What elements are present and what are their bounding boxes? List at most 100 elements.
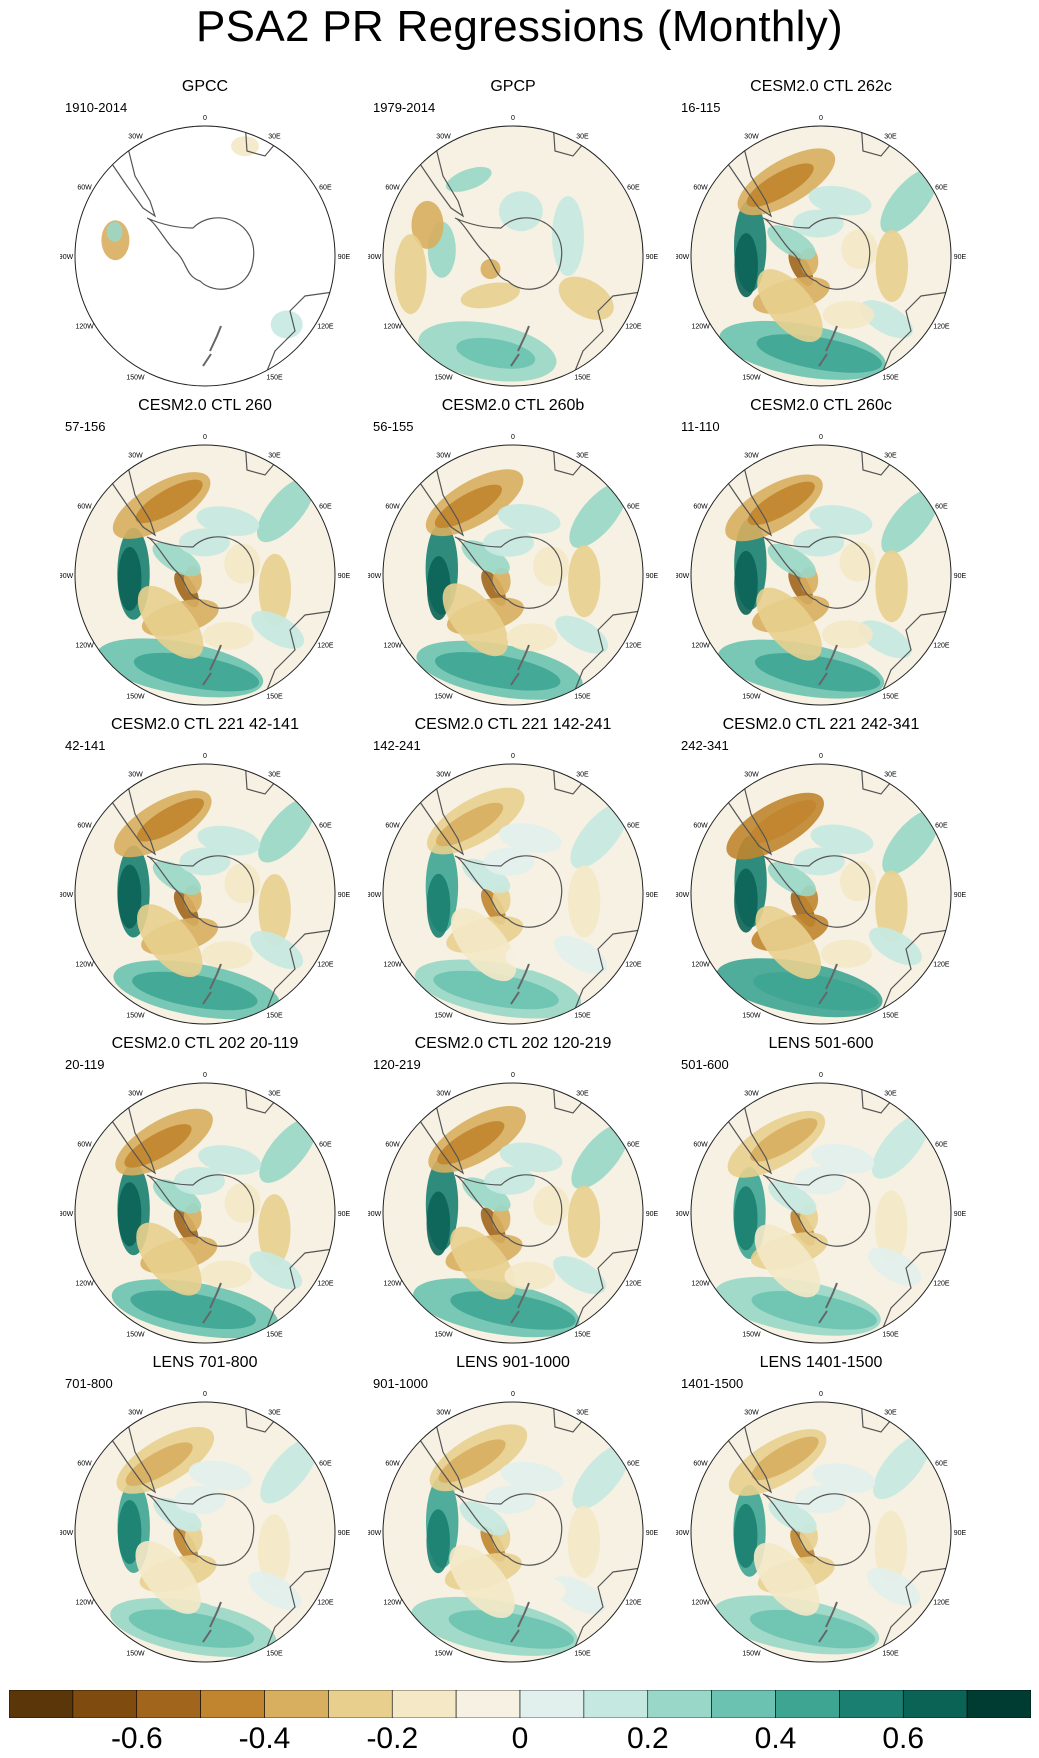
precip-anomaly: [459, 1501, 508, 1536]
longitude-label: 60E: [319, 504, 332, 511]
longitude-label: 90E: [646, 892, 658, 899]
precip-anomaly: [533, 1505, 570, 1546]
south-america-coastline: [710, 454, 773, 537]
longitude-label: 120E: [933, 324, 950, 331]
precip-anomaly: [750, 1118, 818, 1162]
longitude-label: 30E: [268, 453, 281, 460]
precip-anomaly: [793, 847, 845, 876]
polar-map: 030E60E90E120E150E180150W120W90W60W30W: [368, 434, 658, 706]
polar-map: 030E60E90E120E150E180150W120W90W60W30W: [60, 753, 350, 1025]
precip-anomaly: [768, 1499, 817, 1534]
longitude-label: 60W: [693, 504, 708, 511]
longitude-label: 150W: [126, 1012, 145, 1019]
precip-anomaly: [767, 225, 816, 260]
polar-map: 030E60E90E120E150E180150W120W90W60W30W: [368, 1391, 658, 1663]
panel-period: 501-600: [681, 1057, 729, 1072]
longitude-label: 90E: [954, 254, 966, 261]
new-zealand-coastline: [818, 325, 838, 367]
precip-anomaly: [533, 546, 569, 587]
longitude-label: 120E: [625, 962, 642, 969]
longitude-label: 30E: [268, 1091, 281, 1098]
longitude-label: 30E: [268, 1410, 281, 1417]
precip-anomaly: [224, 1502, 261, 1543]
longitude-label: 150W: [742, 1650, 761, 1657]
precip-anomaly: [248, 1571, 302, 1610]
longitude-label: 150E: [574, 693, 591, 700]
precip-anomaly: [449, 1545, 515, 1619]
precip-anomaly: [259, 1117, 317, 1183]
new-zealand-coastline: [202, 963, 222, 1005]
precip-anomaly: [734, 1186, 758, 1251]
longitude-label: 0: [819, 1072, 823, 1079]
precip-anomaly: [757, 269, 823, 343]
precip-anomaly: [173, 1208, 199, 1245]
panel-period: 1401-1500: [681, 1376, 744, 1391]
precip-anomaly: [871, 1113, 930, 1179]
longitude-label: 90E: [954, 892, 966, 899]
antarctica-coastline: [762, 855, 871, 928]
precip-anomaly: [200, 1260, 252, 1289]
longitude-label: 30E: [576, 1410, 589, 1417]
precip-anomaly: [794, 1166, 846, 1195]
longitude-label: 60W: [693, 823, 708, 830]
precip-anomaly: [450, 1226, 516, 1300]
precip-anomaly: [199, 1579, 251, 1608]
south-america-coastline: [402, 135, 465, 218]
longitude-label: 150W: [434, 1331, 453, 1338]
panel-title: LENS 501-600: [768, 1035, 874, 1052]
antarctica-coastline: [762, 1174, 871, 1247]
precip-anomaly: [270, 310, 303, 339]
precip-anomaly: [201, 941, 253, 970]
precip-anomaly: [224, 543, 261, 584]
colorbar-tick-label: -0.2: [366, 1722, 419, 1755]
map-boundary: [382, 1401, 644, 1663]
precip-anomaly: [881, 488, 939, 554]
precip-anomaly: [533, 865, 570, 906]
new-zealand-coastline: [510, 644, 530, 686]
longitude-label: 150W: [742, 374, 761, 381]
antarctica-coastline: [146, 1174, 255, 1247]
panel-title: CESM2.0 CTL 260b: [441, 397, 585, 414]
longitude-label: 30E: [884, 134, 897, 141]
longitude-label: 120W: [383, 1281, 402, 1288]
polar-map: 030E60E90E120E150E180150W120W90W60W30W: [676, 1072, 966, 1344]
precip-anomaly: [484, 1166, 536, 1195]
precip-anomaly: [867, 1567, 921, 1606]
panel-period: 20-119: [65, 1057, 105, 1072]
precip-anomaly: [553, 1256, 607, 1295]
longitude-label: 90E: [338, 254, 350, 261]
longitude-label: 150E: [882, 1650, 899, 1657]
panel-period: 120-219: [373, 1057, 421, 1072]
panel-title: CESM2.0 CTL 221 142-241: [414, 716, 612, 733]
longitude-label: 60E: [935, 504, 948, 511]
precip-anomaly: [753, 1542, 820, 1616]
precip-anomaly: [460, 282, 520, 309]
longitude-label: 60E: [935, 1142, 948, 1149]
precip-anomaly: [751, 1436, 819, 1481]
new-zealand-coastline: [202, 1282, 222, 1324]
antarctica-coastline: [762, 217, 871, 290]
map-panel: GPCC030E60E90E120E150E180150W120W90W60W3…: [60, 78, 350, 396]
precip-anomaly: [767, 543, 816, 578]
precip-anomaly: [756, 587, 822, 661]
precip-anomaly: [426, 1509, 450, 1574]
precip-anomaly: [500, 1461, 564, 1492]
longitude-label: 90W: [60, 1530, 74, 1537]
longitude-label: 0: [511, 434, 515, 441]
precip-anomaly: [875, 870, 908, 943]
longitude-label: 90W: [60, 573, 74, 580]
precip-anomaly: [152, 860, 202, 895]
precip-anomaly: [480, 888, 506, 925]
precip-anomaly: [117, 1500, 142, 1564]
precip-anomaly: [435, 652, 561, 691]
map-panel: LENS 701-800030E60E90E120E150E180150W120…: [60, 1354, 350, 1672]
new-zealand-coastline: [818, 963, 838, 1005]
precip-anomaly: [196, 506, 260, 537]
precip-anomaly: [874, 1510, 908, 1583]
south-america-coastline: [402, 1411, 465, 1494]
precip-anomaly: [839, 541, 876, 582]
precip-anomaly: [456, 337, 536, 369]
map-panel: CESM2.0 CTL 202 120-219 0 30E 60E 90E 120E 150…: [368, 1035, 658, 1353]
longitude-label: 60E: [319, 1461, 332, 1468]
longitude-label: 120E: [625, 324, 642, 331]
